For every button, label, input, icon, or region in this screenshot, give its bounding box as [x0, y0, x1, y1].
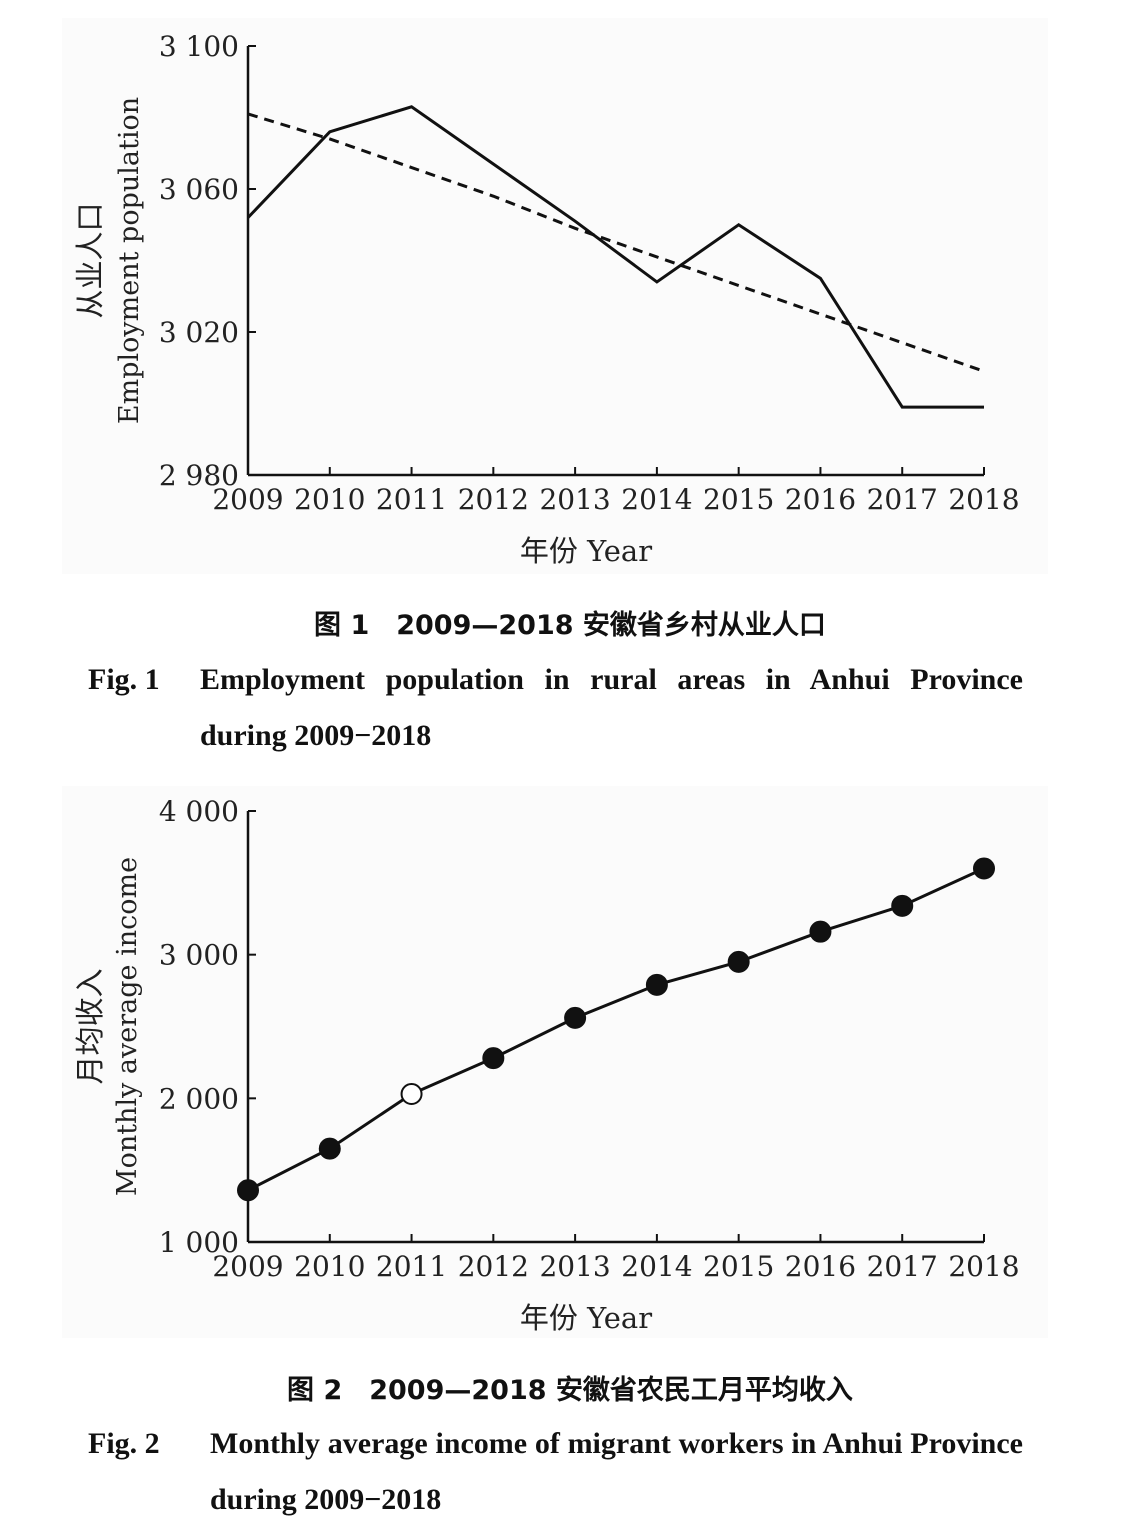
figure-2-caption-en: Fig. 2 Monthly average income of migrant…	[88, 1416, 1028, 1528]
x-tick-label: 2011	[376, 483, 447, 516]
x-tick-label: 2017	[867, 483, 938, 516]
y-tick-label: 4 000	[159, 795, 239, 828]
data-point	[237, 1179, 259, 1202]
figure-2-caption-cn: 图 2 2009—2018 安徽省农民工月平均收入	[287, 1375, 853, 1406]
figure-1-caption-en: Fig. 1 Employment population in rural ar…	[88, 652, 1028, 764]
x-tick-label: 2011	[376, 1250, 447, 1283]
figure-1-panel: 2 980 3 020 3 060 3 100 2009 2010 2011 2012 2013…	[62, 18, 1048, 574]
data-point	[645, 973, 668, 996]
figure-1-caption-text: Employment population in rural areas in …	[200, 663, 1023, 752]
trend-line	[247, 112, 985, 373]
x-tick-label: 2017	[867, 1250, 938, 1283]
data-point	[400, 1083, 423, 1106]
data-point	[482, 1047, 505, 1070]
monthly-income-chart: 1 000 2 000 3 000 4 000 2009 2010 2011 2012 2013…	[73, 795, 1020, 1335]
x-tick-label: 2014	[621, 1250, 692, 1283]
employment-population-chart: 2 980 3 020 3 060 3 100 2009 2010 2011 2012 2013…	[73, 30, 1020, 568]
x-tick-label: 2016	[785, 483, 856, 516]
x-tick-label: 2009	[212, 483, 283, 516]
data-point	[318, 1137, 341, 1160]
x-tick-label: 2013	[539, 483, 610, 516]
figure-1-caption-cn: 图 1 2009—2018 安徽省乡村从业人口	[314, 610, 826, 641]
data-point	[564, 1006, 587, 1029]
data-point	[891, 894, 914, 917]
y-tick-label: 2 000	[159, 1082, 239, 1115]
y-tick-label: 1 000	[159, 1226, 239, 1259]
y-tick-label: 2 980	[159, 459, 239, 492]
data-point	[809, 920, 832, 943]
y-axis-title-en: Employment population	[114, 97, 145, 424]
x-tick-label: 2014	[621, 483, 692, 516]
y-axis-title-cn: 月均收入	[73, 968, 107, 1084]
x-tick-label: 2015	[703, 1250, 774, 1283]
x-tick-label: 2012	[458, 1250, 529, 1283]
y-tick-label: 3 060	[159, 173, 239, 206]
figure-2-caption-label: Fig. 2	[88, 1427, 160, 1460]
data-point	[973, 857, 995, 880]
x-tick-label: 2016	[785, 1250, 856, 1283]
x-axis-title: 年份 Year	[520, 534, 652, 568]
y-tick-label: 3 100	[159, 30, 239, 63]
figure-2-caption-text: Monthly average income of migrant worker…	[210, 1427, 1023, 1516]
x-tick-label: 2018	[948, 483, 1019, 516]
series-line	[246, 105, 984, 409]
x-tick-label: 2018	[948, 1250, 1019, 1283]
x-tick-label: 2009	[212, 1250, 283, 1283]
y-axis-title-en: Monthly average income	[112, 857, 143, 1196]
y-tick-label: 3 020	[159, 316, 239, 349]
x-tick-label: 2010	[294, 1250, 365, 1283]
figure-2-panel: 1 000 2 000 3 000 4 000 2009 2010 2011 2012 2013…	[62, 786, 1048, 1338]
x-tick-label: 2012	[458, 483, 529, 516]
y-axis-title-cn: 从业人口	[73, 202, 107, 318]
data-point	[727, 950, 750, 973]
figure-1-caption-label: Fig. 1	[88, 663, 160, 696]
series-line	[247, 867, 985, 1192]
x-tick-label: 2015	[703, 483, 774, 516]
x-axis-title: 年份 Year	[520, 1301, 652, 1335]
x-tick-label: 2013	[539, 1250, 610, 1283]
x-tick-label: 2010	[294, 483, 365, 516]
y-tick-label: 3 000	[159, 939, 239, 972]
